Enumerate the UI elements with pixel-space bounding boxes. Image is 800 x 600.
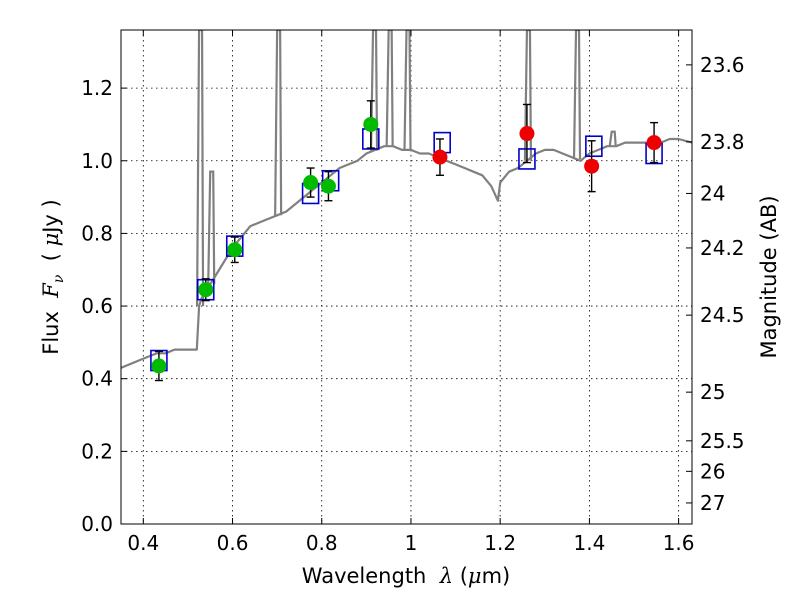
emission-line-4: [385, 30, 394, 147]
y-tick-label-5: 1.0: [81, 149, 113, 173]
nir-point-3: [646, 135, 662, 151]
nir-point-1: [519, 126, 535, 142]
emission-lines: [195, 30, 617, 307]
y-tick-label-4: 0.8: [81, 221, 113, 245]
x-tick-label-2: 0.8: [306, 531, 338, 555]
y-tick-label-1: 0.2: [81, 439, 113, 463]
y2-tick-label-1: 23.8: [700, 130, 745, 154]
y2-tick-label-4: 24.5: [700, 303, 745, 327]
x-tick-label-1: 0.6: [217, 531, 249, 555]
y2-axis-ticks: 23.6 23.8 24 24.2 24.5 25 25.5 26 27: [686, 53, 745, 515]
y2-axis-label: Magnitude (AB): [757, 195, 781, 358]
plot-background: [121, 30, 692, 524]
y-tick-label-6: 1.2: [81, 76, 113, 100]
optical-point-2: [227, 242, 243, 258]
x-tick-label-0: 0.4: [127, 531, 159, 555]
y2-tick-label-5: 25: [700, 380, 725, 404]
optical-point-3: [303, 175, 319, 191]
optical-point-4: [320, 178, 336, 194]
emission-line-7: [572, 30, 582, 159]
emission-line-6: [523, 30, 533, 161]
y-tick-label-2: 0.4: [81, 367, 113, 391]
y2-tick-label-0: 23.6: [700, 53, 745, 77]
x-tick-label-4: 1.2: [484, 531, 516, 555]
nir-point-0: [432, 149, 448, 165]
y2-tick-label-3: 24.2: [700, 236, 745, 260]
x-axis-label: Wavelength λ (μm): [302, 564, 510, 588]
optical-point-1: [198, 282, 214, 298]
y-tick-label-3: 0.6: [81, 294, 113, 318]
emission-line-5: [403, 30, 412, 150]
x-axis-ticks: 0.4 0.6 0.8 1 1.2 1.4 1.6: [127, 30, 695, 555]
y-axis-label: Flux Fν ( μJy ): [39, 199, 67, 354]
y2-tick-label-6: 25.5: [700, 429, 745, 453]
model-photometry-boxes: [150, 128, 663, 372]
y-tick-label-0: 0.0: [81, 512, 113, 536]
y2-tick-label-8: 27: [700, 491, 725, 515]
emission-line-1: [207, 170, 216, 285]
y-axis-ticks: 0.0 0.2 0.4 0.6 0.8 1.0 1.2: [81, 76, 127, 536]
optical-point-5: [363, 116, 379, 132]
x-tick-label-6: 1.6: [663, 531, 695, 555]
x-tick-label-3: 1: [405, 531, 418, 555]
grid-lines: [121, 30, 692, 525]
plot-frame: [120, 29, 693, 525]
y2-tick-label-7: 26: [700, 459, 725, 483]
emission-line-0: [195, 30, 205, 307]
plot-area: [121, 30, 692, 382]
emission-line-2: [274, 30, 283, 216]
optical-point-0: [151, 358, 167, 374]
y2-tick-label-2: 24: [700, 181, 725, 205]
emission-line-3: [369, 30, 379, 151]
emission-line-8: [608, 130, 617, 147]
observed-points: [151, 116, 662, 374]
nir-point-2: [584, 158, 600, 174]
x-tick-label-5: 1.4: [573, 531, 605, 555]
model-box-8: [585, 135, 603, 158]
